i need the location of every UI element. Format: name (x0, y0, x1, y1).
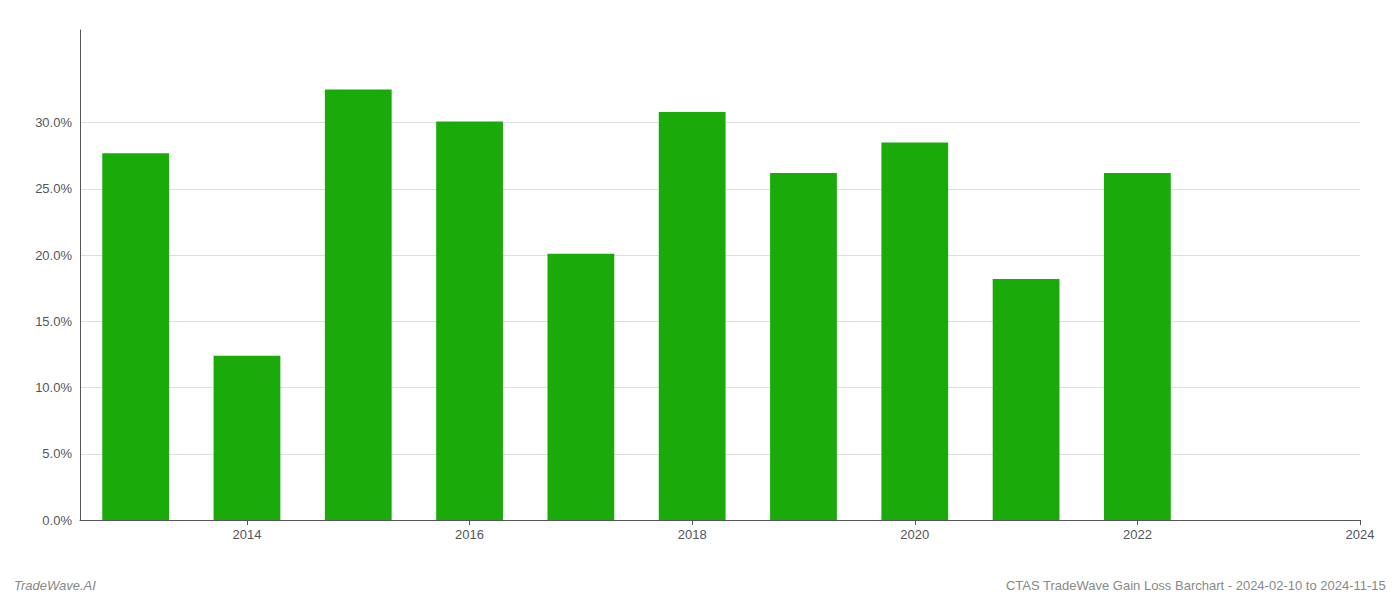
svg-text:25.0%: 25.0% (35, 181, 72, 196)
svg-text:10.0%: 10.0% (35, 380, 72, 395)
svg-text:30.0%: 30.0% (35, 115, 72, 130)
svg-text:20.0%: 20.0% (35, 248, 72, 263)
svg-text:2016: 2016 (455, 527, 484, 542)
svg-text:2022: 2022 (1123, 527, 1152, 542)
svg-text:TradeWave.AI: TradeWave.AI (14, 578, 96, 593)
svg-text:CTAS TradeWave Gain Loss Barch: CTAS TradeWave Gain Loss Barchart - 2024… (1006, 578, 1386, 593)
svg-text:2020: 2020 (900, 527, 929, 542)
svg-text:15.0%: 15.0% (35, 314, 72, 329)
svg-text:2014: 2014 (232, 527, 261, 542)
svg-text:5.0%: 5.0% (42, 446, 72, 461)
svg-text:2024: 2024 (1346, 527, 1375, 542)
svg-text:2018: 2018 (678, 527, 707, 542)
svg-text:0.0%: 0.0% (42, 513, 72, 528)
